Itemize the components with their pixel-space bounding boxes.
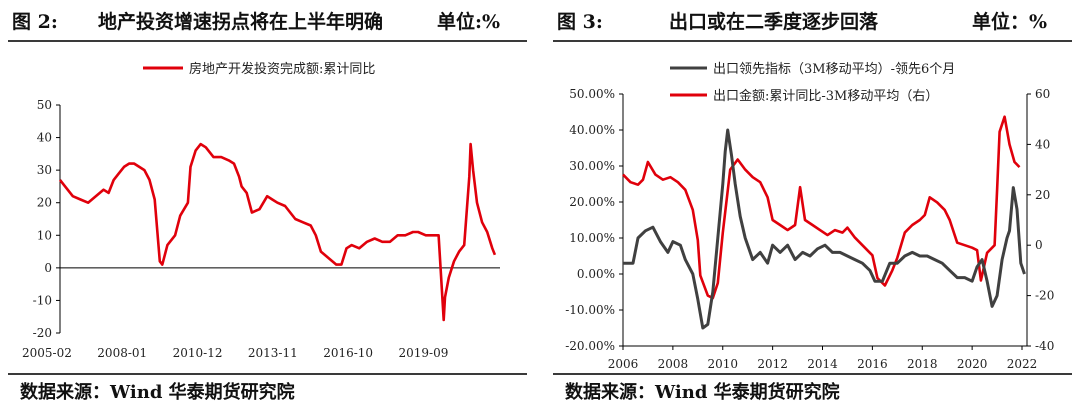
figure-3-panel: 图 3: 出口或在二季度逐步回落 单位：% 出口领先指标（3M移动平均）-领先6… xyxy=(545,0,1080,414)
y-tick-label: -10.00% xyxy=(565,303,615,317)
y-tick-label: 50.00% xyxy=(569,87,615,101)
x-tick-label: 2018 xyxy=(907,357,938,371)
x-tick-label: 2019-09 xyxy=(399,346,449,360)
y-tick-label: 0 xyxy=(44,261,52,275)
figure-3-bottom-rule xyxy=(553,373,1072,375)
legend-label-investment: 房地产开发投资完成额:累计同比 xyxy=(189,61,375,77)
x-tick-label: 2022 xyxy=(1007,357,1038,371)
series-line-investment xyxy=(58,142,497,322)
y2-tick-label: 60 xyxy=(1035,87,1050,101)
y2-tick-label: 40 xyxy=(1035,137,1050,151)
y2-tick-label: -20 xyxy=(1035,289,1054,303)
x-tick-label: 2010 xyxy=(707,357,738,371)
series-line-leading-indicator xyxy=(623,128,1026,330)
figure-2-unit: 单位:% xyxy=(437,11,501,33)
x-tick-label: 2016 xyxy=(857,357,888,371)
x-tick-label: 2012 xyxy=(757,357,788,371)
figure-2-title: 地产投资增速拐点将在上半年明确 xyxy=(98,11,384,33)
series-line-export-value xyxy=(622,115,1021,300)
x-tick-label: 2008 xyxy=(658,357,689,371)
y-tick-label: -20.00% xyxy=(565,339,615,353)
figure-2-bottom-rule xyxy=(8,373,527,375)
figure-3-top-rule xyxy=(553,40,1072,42)
figure-3-source: 数据来源：Wind 华泰期货研究院 xyxy=(565,382,840,403)
y-tick-label: 20 xyxy=(37,196,52,210)
x-tick-label: 2005-02 xyxy=(22,346,72,360)
y2-tick-label: 20 xyxy=(1035,188,1050,202)
y-tick-label: 50 xyxy=(37,98,52,112)
figure-2-source: 数据来源：Wind 华泰期货研究院 xyxy=(20,382,295,403)
y-tick-label: 10.00% xyxy=(569,231,615,245)
figure-2-top-rule xyxy=(8,40,527,42)
figure-3-header: 图 3: 出口或在二季度逐步回落 单位：% xyxy=(557,6,1070,38)
y-tick-label: -10 xyxy=(33,293,52,307)
x-tick-label: 2010-12 xyxy=(173,346,223,360)
y-tick-label: 40 xyxy=(37,131,52,145)
y-tick-label: 0.00% xyxy=(577,267,615,281)
x-tick-label: 2020 xyxy=(957,357,988,371)
y-tick-label: 30 xyxy=(37,163,52,177)
x-tick-label: 2008-01 xyxy=(97,346,147,360)
y-tick-label: 20.00% xyxy=(569,195,615,209)
x-tick-label: 2016-10 xyxy=(323,346,373,360)
x-tick-label: 2014 xyxy=(807,357,838,371)
legend-label-leading-indicator: 出口领先指标（3M移动平均）-领先6个月 xyxy=(713,62,955,77)
figure-3-unit: 单位：% xyxy=(972,11,1048,33)
figure-2-panel: 图 2: 地产投资增速拐点将在上半年明确 单位:% 房地产开发投资完成额:累计同… xyxy=(0,0,535,414)
y-tick-label: -20 xyxy=(33,326,52,340)
figure-3-number: 图 3: xyxy=(557,11,603,33)
figure-2-header: 图 2: 地产投资增速拐点将在上半年明确 单位:% xyxy=(12,6,525,38)
figure-2-number: 图 2: xyxy=(12,11,58,33)
x-tick-label: 2006 xyxy=(608,357,639,371)
y2-tick-label: 0 xyxy=(1035,238,1043,252)
y2-tick-label: -40 xyxy=(1035,339,1054,353)
legend-label-export-value: 出口金额:累计同比-3M移动平均（右） xyxy=(713,88,938,104)
figure-2-chart: 房地产开发投资完成额:累计同比 50 40 30 20 10 0 -10 -20 2005-02 2… xyxy=(22,61,500,360)
figure-3-title: 出口或在二季度逐步回落 xyxy=(669,11,879,33)
y-tick-label: 30.00% xyxy=(569,159,615,173)
x-tick-label: 2013-11 xyxy=(248,346,298,360)
y-tick-label: 10 xyxy=(37,228,52,242)
y-tick-label: 40.00% xyxy=(569,123,615,137)
